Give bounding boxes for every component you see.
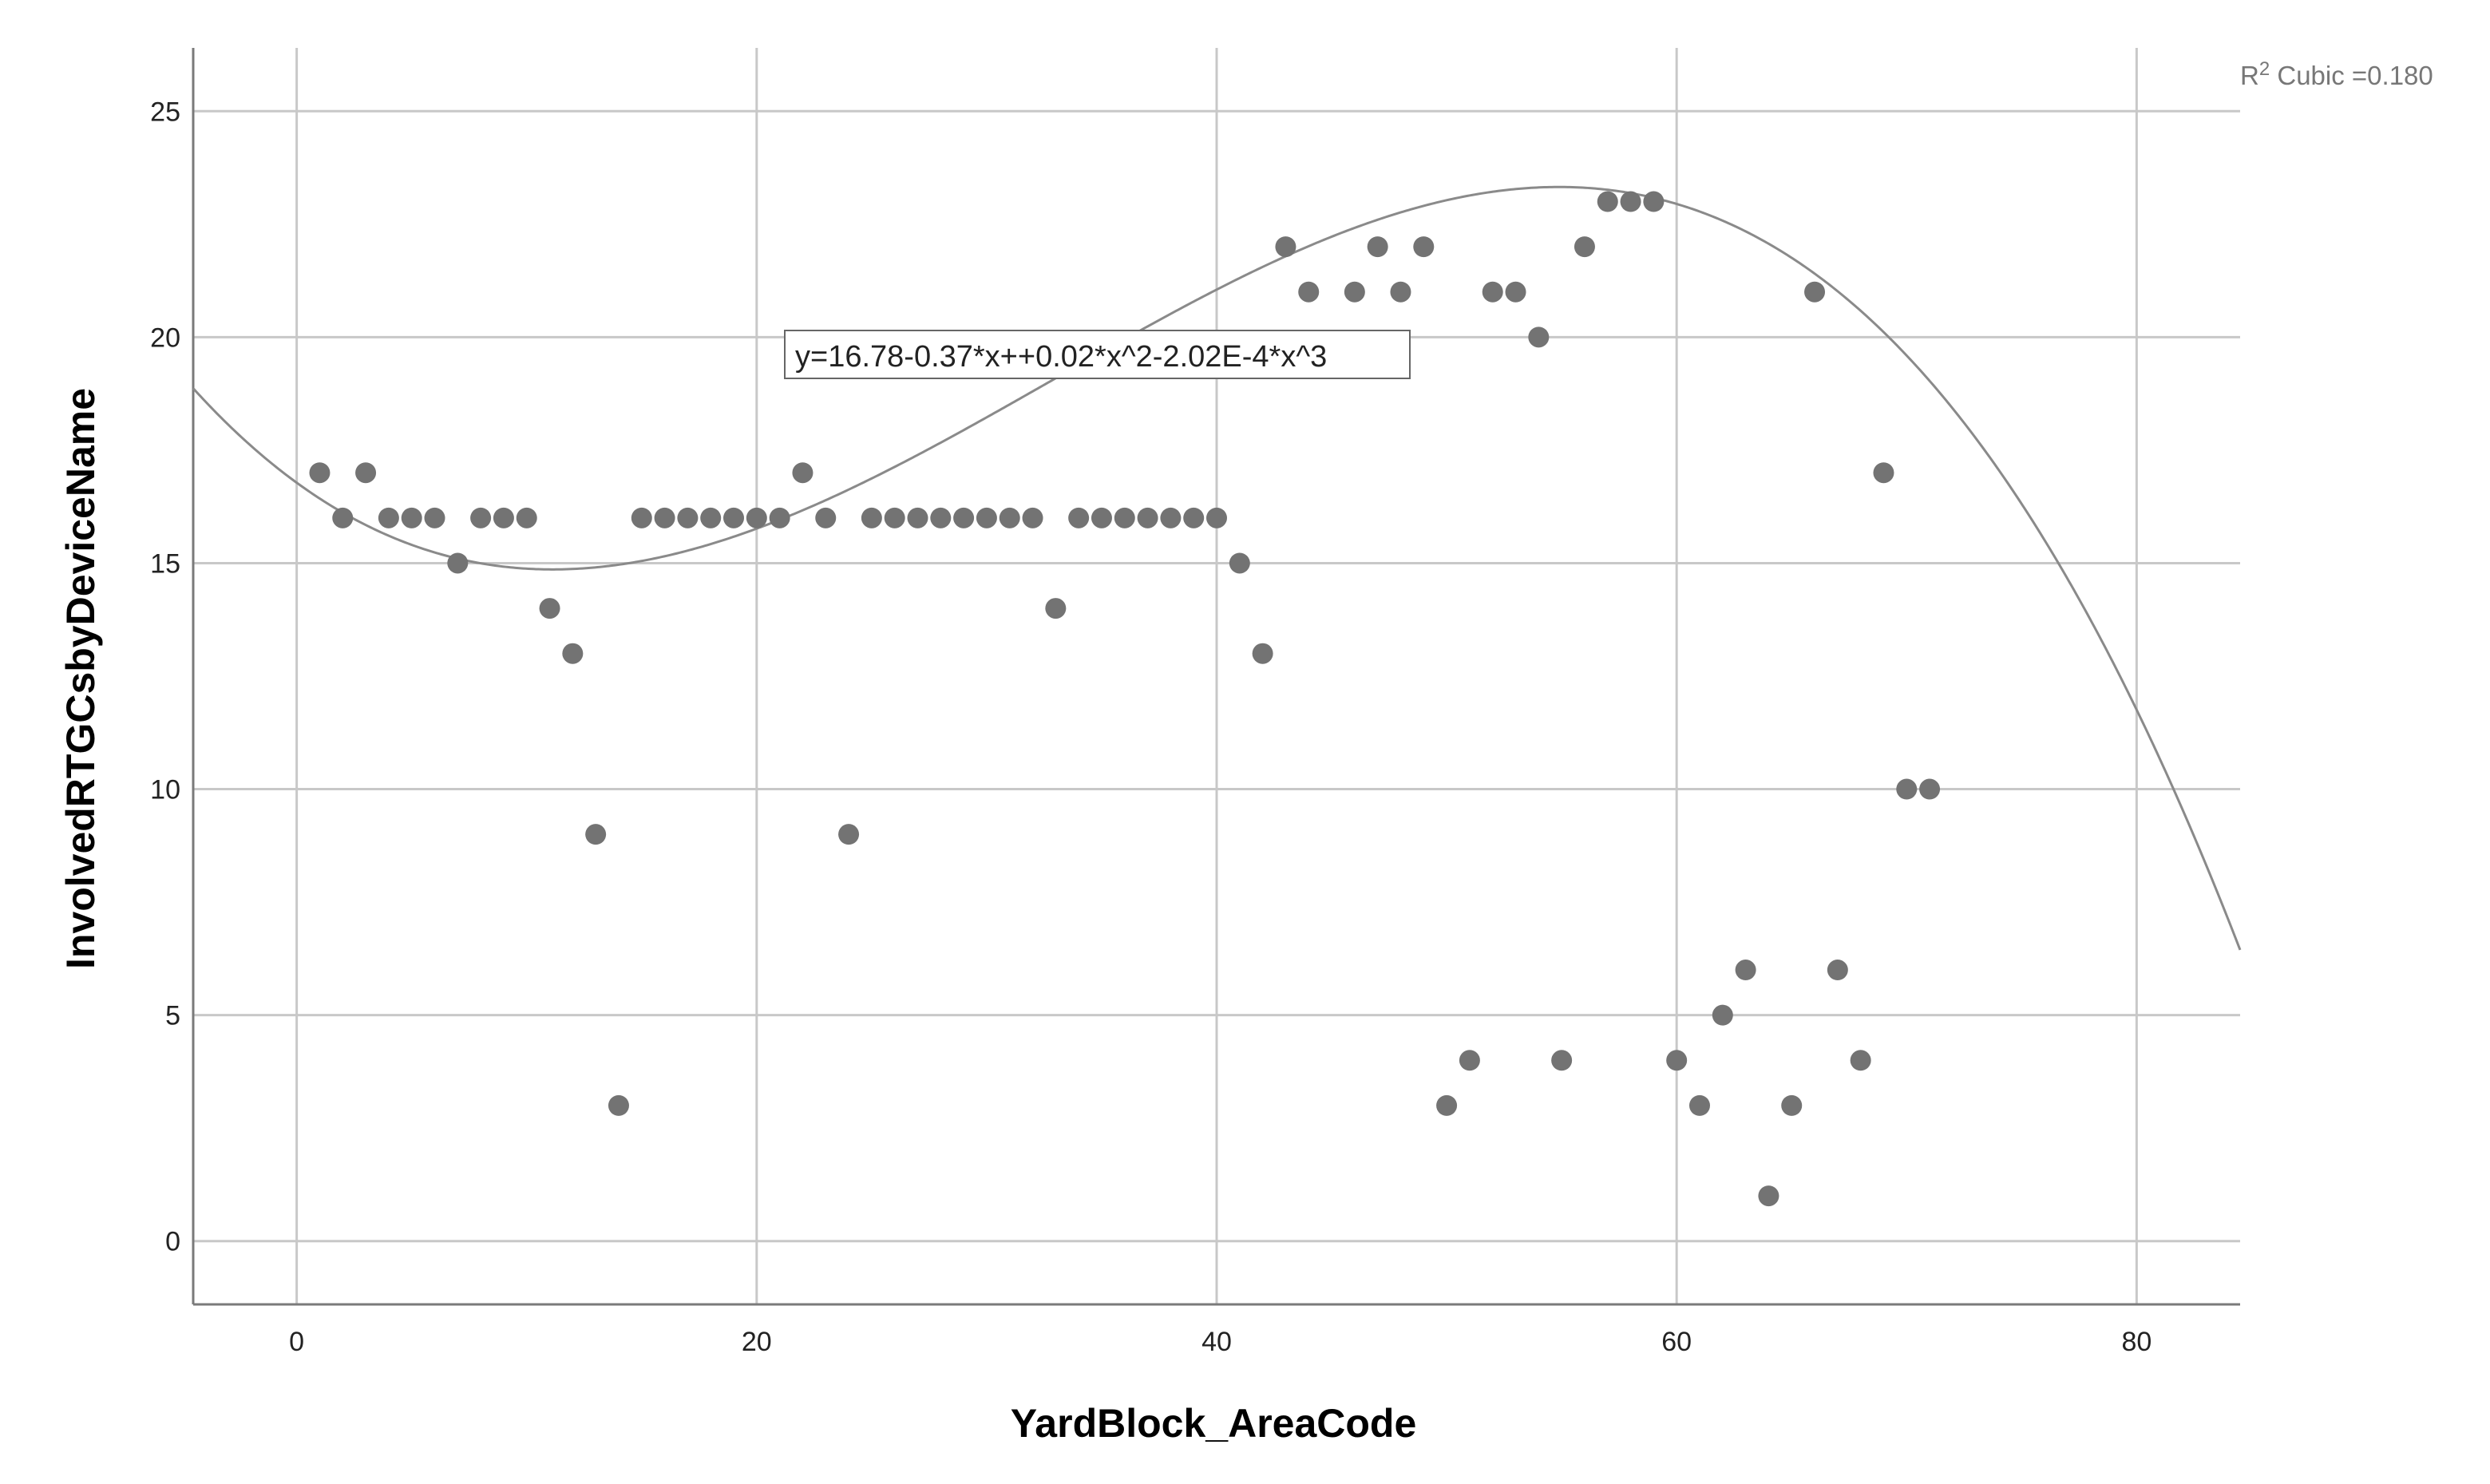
data-point-64: [1781, 1094, 1803, 1116]
fit-curve-layer: [192, 185, 2242, 951]
data-point-52: [1505, 281, 1526, 303]
data-point-29: [953, 507, 975, 528]
data-point-34: [1068, 507, 1090, 528]
data-point-58: [1643, 191, 1665, 212]
x-tick-label-80: 80: [2121, 1327, 2152, 1357]
data-point-9: [493, 507, 514, 528]
data-point-4: [378, 507, 399, 528]
data-point-39: [1183, 507, 1205, 528]
data-point-55: [1574, 236, 1595, 258]
data-point-68: [1873, 462, 1894, 484]
data-point-18: [700, 507, 722, 528]
data-point-61: [1712, 1004, 1733, 1026]
data-point-7: [447, 552, 469, 574]
data-point-51: [1482, 281, 1503, 303]
r2-label: R2 Cubic =0.180: [2240, 58, 2433, 90]
data-point-19: [723, 507, 745, 528]
data-point-11: [539, 598, 560, 619]
y-tick-label-5: 5: [165, 1001, 180, 1031]
data-point-13: [585, 824, 607, 845]
data-point-23: [815, 507, 837, 528]
data-point-63: [1758, 1185, 1779, 1207]
data-point-1: [309, 462, 331, 484]
data-point-65: [1804, 281, 1826, 303]
data-point-24: [838, 824, 860, 845]
data-point-67: [1850, 1050, 1871, 1071]
equation-label: y=16.78-0.37*x++0.02*x^2-2.02E-4*x^3: [795, 340, 1327, 374]
data-point-36: [1114, 507, 1135, 528]
data-point-59: [1666, 1050, 1688, 1071]
data-point-10: [516, 507, 537, 528]
data-point-54: [1551, 1050, 1573, 1071]
axes: [192, 48, 2240, 1306]
data-point-60: [1688, 1094, 1710, 1116]
data-point-21: [769, 507, 790, 528]
x-tick-label-60: 60: [1661, 1327, 1692, 1357]
data-point-48: [1413, 236, 1435, 258]
cubic-fit-line: [192, 185, 2242, 951]
data-point-28: [930, 507, 952, 528]
data-point-40: [1206, 507, 1227, 528]
data-point-35: [1091, 507, 1112, 528]
x-tick-label-40: 40: [1201, 1327, 1232, 1357]
y-tick-label-15: 15: [150, 548, 180, 579]
data-point-2: [332, 507, 354, 528]
data-point-33: [1045, 598, 1067, 619]
data-point-45: [1344, 281, 1365, 303]
r2-value: Cubic =0.180: [2270, 61, 2433, 90]
data-point-3: [355, 462, 377, 484]
r2-superscript: 2: [2259, 58, 2270, 80]
data-point-44: [1298, 281, 1320, 303]
grid-lines: [193, 48, 2240, 1304]
x-axis-title: YardBlock_AreaCode: [1011, 1401, 1417, 1446]
data-point-30: [976, 507, 997, 528]
y-axis-title: InvolvedRTGCsbyDeviceName: [58, 388, 103, 969]
data-point-41: [1229, 552, 1250, 574]
x-tick-label-0: 0: [289, 1327, 304, 1357]
data-point-49: [1436, 1094, 1458, 1116]
data-point-31: [999, 507, 1020, 528]
data-point-47: [1390, 281, 1411, 303]
y-tick-label-20: 20: [150, 323, 180, 353]
data-point-57: [1620, 191, 1641, 212]
data-point-43: [1275, 236, 1296, 258]
y-tick-label-0: 0: [165, 1227, 180, 1257]
data-point-22: [792, 462, 814, 484]
data-point-17: [677, 507, 699, 528]
data-point-46: [1367, 236, 1388, 258]
y-tick-label-10: 10: [150, 775, 180, 805]
data-points: [309, 191, 1941, 1207]
data-point-38: [1160, 507, 1182, 528]
data-point-27: [907, 507, 928, 528]
data-point-5: [401, 507, 422, 528]
data-point-56: [1597, 191, 1618, 212]
data-point-37: [1137, 507, 1158, 528]
data-point-6: [424, 507, 445, 528]
data-point-8: [470, 507, 492, 528]
data-point-66: [1827, 960, 1848, 981]
data-point-14: [608, 1094, 629, 1116]
equation-box: y=16.78-0.37*x++0.02*x^2-2.02E-4*x^3: [784, 330, 1411, 379]
data-point-53: [1528, 326, 1550, 348]
data-point-32: [1022, 507, 1043, 528]
data-point-25: [861, 507, 882, 528]
r2-prefix: R: [2240, 61, 2259, 90]
data-point-50: [1459, 1050, 1480, 1071]
data-point-42: [1252, 643, 1273, 664]
tick-labels: 0 20 40 60 80 0 5 10 15 20 25: [150, 97, 2152, 1357]
data-point-12: [562, 643, 584, 664]
data-point-26: [884, 507, 905, 528]
y-tick-label-25: 25: [150, 97, 180, 127]
x-tick-label-20: 20: [742, 1327, 772, 1357]
data-point-20: [746, 507, 767, 528]
data-point-62: [1735, 960, 1756, 981]
data-point-15: [631, 507, 652, 528]
data-point-69: [1896, 778, 1918, 800]
data-point-16: [654, 507, 675, 528]
data-point-70: [1919, 778, 1941, 800]
